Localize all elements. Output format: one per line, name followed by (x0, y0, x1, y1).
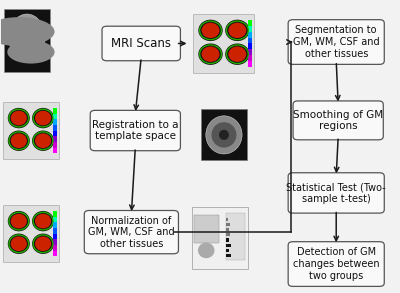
Ellipse shape (8, 131, 30, 151)
Bar (53, 228, 56, 234)
Bar (53, 251, 56, 256)
Bar (53, 245, 56, 251)
Bar (53, 136, 56, 142)
Ellipse shape (13, 19, 41, 56)
Text: Detection of GM
changes between
two groups: Detection of GM changes between two grou… (293, 248, 380, 281)
Ellipse shape (35, 111, 51, 125)
Ellipse shape (32, 108, 54, 128)
Bar (53, 234, 56, 239)
Bar (194, 14, 254, 73)
Bar (248, 55, 252, 61)
Ellipse shape (8, 234, 30, 254)
Bar (53, 217, 56, 222)
Bar (201, 110, 246, 160)
Ellipse shape (11, 214, 27, 229)
Ellipse shape (198, 20, 223, 41)
Text: Registration to a
template space: Registration to a template space (92, 120, 178, 141)
Bar (248, 25, 252, 32)
Bar (4, 9, 50, 72)
Bar (226, 254, 231, 257)
Text: Smoothing of GM
regions: Smoothing of GM regions (293, 110, 383, 131)
Ellipse shape (228, 47, 246, 62)
Bar (194, 214, 219, 243)
Ellipse shape (212, 122, 236, 148)
Bar (53, 222, 56, 228)
Ellipse shape (202, 47, 220, 62)
Bar (53, 131, 56, 136)
Bar (226, 228, 229, 231)
Ellipse shape (11, 236, 27, 251)
Ellipse shape (206, 116, 242, 154)
Bar (53, 125, 56, 131)
Text: Normalization of
GM, WM, CSF and
other tissues: Normalization of GM, WM, CSF and other t… (88, 216, 175, 249)
Ellipse shape (11, 111, 27, 125)
Bar (226, 233, 230, 236)
Bar (53, 147, 56, 153)
Ellipse shape (8, 108, 30, 128)
Bar (3, 102, 58, 159)
Bar (226, 223, 230, 226)
Ellipse shape (32, 131, 54, 151)
FancyBboxPatch shape (288, 242, 384, 286)
Text: Statistical Test (Two-
sample t-test): Statistical Test (Two- sample t-test) (286, 182, 386, 204)
Bar (3, 205, 58, 262)
Bar (226, 249, 229, 252)
Ellipse shape (35, 133, 51, 148)
Bar (248, 32, 252, 38)
FancyBboxPatch shape (288, 173, 384, 213)
Ellipse shape (32, 211, 54, 231)
Ellipse shape (32, 234, 54, 254)
Bar (226, 218, 228, 221)
Ellipse shape (198, 243, 214, 258)
Ellipse shape (8, 211, 30, 231)
Bar (248, 38, 252, 43)
Bar (226, 239, 228, 241)
Ellipse shape (219, 130, 229, 140)
Ellipse shape (35, 214, 51, 229)
Ellipse shape (198, 43, 223, 65)
Bar (248, 20, 252, 25)
Ellipse shape (9, 14, 45, 61)
Bar (53, 108, 56, 114)
Ellipse shape (11, 133, 27, 148)
Text: MRI Scans: MRI Scans (111, 37, 171, 50)
Bar (53, 211, 56, 217)
Ellipse shape (7, 40, 54, 64)
FancyBboxPatch shape (84, 210, 178, 254)
Bar (226, 244, 231, 247)
Bar (53, 239, 56, 245)
Bar (248, 43, 252, 50)
Ellipse shape (0, 17, 54, 46)
FancyBboxPatch shape (90, 110, 180, 151)
FancyBboxPatch shape (102, 26, 180, 61)
Text: Segmentation to
GM, WM, CSF and
other tissues: Segmentation to GM, WM, CSF and other ti… (293, 25, 380, 59)
Bar (53, 142, 56, 147)
Bar (192, 207, 248, 269)
Ellipse shape (225, 43, 250, 65)
Ellipse shape (202, 23, 220, 38)
Ellipse shape (35, 236, 51, 251)
FancyBboxPatch shape (293, 101, 383, 140)
Bar (248, 50, 252, 55)
Bar (53, 114, 56, 119)
Ellipse shape (225, 20, 250, 41)
Bar (248, 61, 252, 67)
Ellipse shape (228, 23, 246, 38)
Bar (226, 213, 245, 260)
Bar (53, 119, 56, 125)
FancyBboxPatch shape (288, 20, 384, 64)
